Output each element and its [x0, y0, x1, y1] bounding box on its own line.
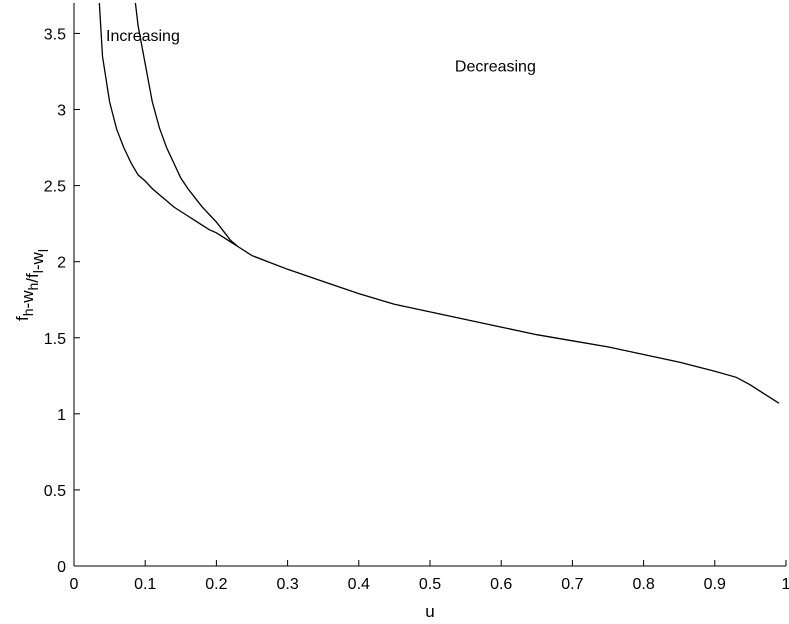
x-tick-label: 0.8 — [632, 576, 654, 593]
y-axis-ticks: 0 0.5 1 1.5 2 2.5 3 3.5 — [44, 26, 80, 576]
x-tick-label: 0.2 — [205, 576, 227, 593]
series-line-3 — [237, 245, 780, 404]
y-axis-label: fh-wh/fl-wl — [13, 249, 51, 321]
x-axis-ticks: 0 0.1 0.2 0.3 0.4 0.5 0.6 0.7 0.8 0.9 1 — [70, 560, 789, 593]
annotation-label: Increasing — [106, 28, 180, 45]
annotation-label: Decreasing — [455, 58, 536, 75]
y-tick-label: 1 — [57, 407, 66, 424]
y-tick-label: 2.5 — [44, 179, 66, 196]
x-tick-label: 1 — [782, 576, 789, 593]
series-line-1 — [98, 3, 239, 248]
x-tick-label: 0.4 — [348, 576, 370, 593]
x-tick-label: 0.7 — [561, 576, 583, 593]
annotations: Increasing Decreasing — [106, 28, 536, 75]
x-tick-label: 0.5 — [419, 576, 441, 593]
x-tick-label: 0.1 — [134, 576, 156, 593]
series-layer — [98, 3, 780, 404]
series-line-2 — [134, 3, 239, 247]
y-tick-label: 1.5 — [44, 331, 66, 348]
x-axis-label: u — [425, 602, 434, 621]
y-tick-label: 3 — [57, 103, 66, 120]
y-tick-label: 0 — [57, 559, 66, 576]
plot-frame — [73, 3, 786, 567]
x-tick-label: 0.9 — [704, 576, 726, 593]
x-tick-label: 0 — [70, 576, 79, 593]
y-tick-label: 0.5 — [44, 483, 66, 500]
y-tick-label: 3.5 — [44, 26, 66, 43]
y-tick-label: 2 — [57, 255, 66, 272]
x-tick-label: 0.6 — [490, 576, 512, 593]
x-tick-label: 0.3 — [276, 576, 298, 593]
